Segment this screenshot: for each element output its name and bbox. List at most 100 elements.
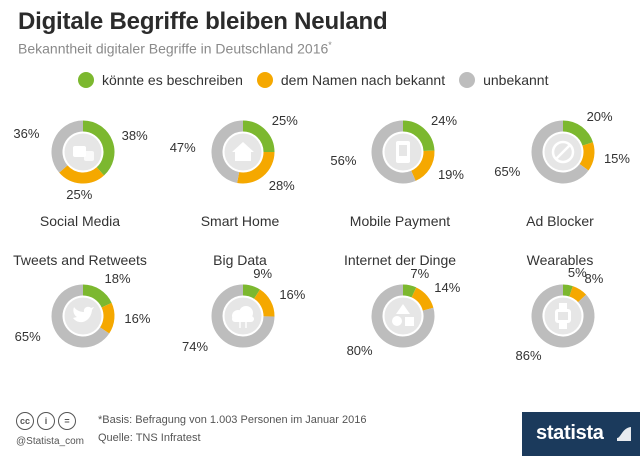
legend-item-grey: unbekannt (459, 72, 549, 88)
pct-label-grey: 74% (181, 338, 209, 354)
donut-chart: Ad Blocker 20% 15% 65% (480, 105, 640, 255)
no-derivatives-icon[interactable]: = (58, 412, 76, 430)
pct-label-grey: 47% (169, 139, 196, 155)
donut-segment-orange (99, 302, 115, 334)
donut-chart: Wearables 5% 8% 86% (480, 252, 640, 408)
donut-chart: Social Media 38% 25% 36% (0, 105, 160, 255)
donut-segment-green (82, 284, 112, 308)
donut-segment-grey (51, 284, 110, 348)
donut-segment-green (242, 120, 275, 153)
legend-label-orange: dem Namen nach bekannt (280, 72, 446, 88)
pct-label-green: 18% (104, 271, 131, 287)
donut-segment-orange (59, 165, 105, 184)
legend-swatch-grey (459, 72, 476, 88)
pct-label-grey: 36% (13, 125, 40, 141)
donut-segment-grey (211, 284, 275, 348)
donut-svg (211, 284, 275, 348)
donut-segment-grey (211, 120, 244, 183)
donut-segment-orange (253, 289, 275, 317)
chart-subtitle: Bekanntheit digitaler Begriffe in Deutsc… (18, 40, 332, 57)
subtitle-text: Bekanntheit digitaler Begriffe in Deutsc… (18, 40, 329, 57)
pct-label-orange: 8% (584, 271, 604, 287)
statista-logo[interactable]: statista (522, 412, 640, 456)
donut-svg (51, 120, 115, 184)
donut-segment-orange (579, 142, 595, 171)
donut-segment-green (242, 284, 261, 299)
source: Quelle: TNS Infratest (98, 432, 201, 444)
mobile-payment-icon (396, 141, 410, 163)
donut-segment-grey (531, 120, 589, 184)
legend-label-grey: unbekannt (483, 72, 549, 88)
donut-segment-orange (411, 287, 434, 312)
pct-label-green: 25% (271, 113, 298, 129)
pct-label-grey: 80% (346, 342, 373, 358)
donut-segment-green (562, 120, 593, 147)
donut-segment-green (402, 284, 417, 298)
donut-segment-grey (371, 284, 435, 348)
pct-label-grey: 86% (515, 347, 542, 363)
pct-label-green: 9% (253, 266, 273, 282)
donut-center-disc (384, 297, 422, 335)
donut-svg (531, 284, 595, 348)
donut-svg (51, 284, 115, 348)
pct-label-orange: 25% (66, 187, 93, 203)
cloud-data-icon (232, 306, 254, 328)
donut-segment-grey (51, 120, 84, 173)
twitter-bird-icon (73, 306, 94, 323)
legend-swatch-green (78, 72, 94, 88)
donut-segment-green (82, 120, 115, 176)
donut-segment-green (562, 284, 573, 297)
statista-handle[interactable]: @Statista_com (16, 436, 84, 447)
donut-chart: Smart Home 25% 28% 47% (160, 105, 320, 255)
chart-name-label: Ad Blocker (526, 213, 594, 229)
chart-name-label: Wearables (526, 252, 594, 268)
donut-svg (371, 284, 435, 348)
donut-svg (211, 120, 275, 184)
legend-item-green: könnte es beschreiben (78, 72, 243, 88)
creative-commons-icon[interactable]: cc (16, 412, 34, 430)
smart-home-icon (232, 142, 254, 161)
pct-label-green: 20% (586, 108, 613, 124)
donut-segment-orange (569, 286, 587, 303)
license-icons: cc i = (16, 412, 79, 430)
chart-title: Digitale Begriffe bleiben Neuland (18, 8, 388, 35)
donut-segment-grey (371, 120, 416, 184)
chart-name-label: Social Media (39, 213, 121, 229)
ad-blocker-icon (551, 140, 575, 164)
pct-label-orange: 28% (268, 177, 295, 193)
statista-wordmark: statista (536, 422, 604, 444)
statista-wave-icon (617, 427, 631, 441)
chart-name-label: Big Data (213, 252, 267, 268)
donut-segment-grey (531, 284, 595, 348)
iot-shapes-icon (392, 304, 414, 326)
chart-name-label: Tweets and Retweets (13, 252, 147, 268)
chart-name-label: Mobile Payment (349, 213, 451, 229)
pct-label-green: 24% (431, 112, 458, 128)
pct-label-green: 5% (567, 265, 587, 281)
pct-label-orange: 14% (434, 279, 461, 295)
pct-label-grey: 56% (330, 152, 357, 168)
donut-chart: Tweets and Retweets 18% 16% 65% (0, 252, 160, 408)
chart-name-label: Internet der Dinge (343, 252, 457, 268)
donut-segment-green (402, 120, 435, 152)
legend-item-orange: dem Namen nach bekannt (256, 72, 446, 88)
pct-label-grey: 65% (14, 328, 41, 344)
donut-svg (371, 120, 435, 184)
pct-label-green: 38% (121, 128, 148, 144)
donut-chart: Big Data 9% 16% 74% (160, 252, 320, 408)
legend: könnte es beschreiben dem Namen nach bek… (78, 72, 563, 88)
donut-svg (531, 120, 595, 184)
social-media-icon (73, 146, 94, 161)
pct-label-green: 7% (410, 265, 430, 281)
footer: cc i = @Statista_com *Basis: Befragung v… (0, 406, 640, 456)
donut-segment-orange (410, 150, 435, 181)
pct-label-orange: 19% (437, 166, 464, 182)
chart-name-label: Smart Home (200, 213, 280, 229)
pct-label-grey: 65% (494, 163, 521, 179)
attribution-icon[interactable]: i (37, 412, 55, 430)
smartwatch-icon (555, 303, 571, 329)
donut-chart: Internet der Dinge 7% 14% 80% (320, 252, 480, 408)
pct-label-orange: 16% (124, 311, 151, 327)
pct-label-orange: 15% (603, 150, 630, 166)
pct-label-orange: 16% (279, 287, 306, 303)
